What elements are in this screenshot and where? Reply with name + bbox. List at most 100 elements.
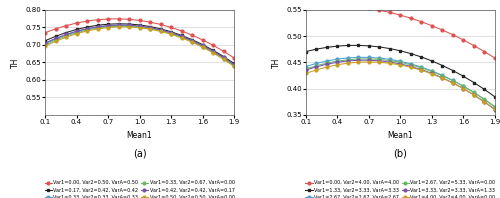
Var1=0.33, Var2=0.33, VarA=0.33	[210, 50, 216, 53]
Var1=3.33, Var2=3.33, VarA=1.33	[356, 59, 362, 61]
Var1=4.00, Var2=4.00, VarA=0.00	[303, 72, 309, 75]
Var1=0.50, Var2=0.50, VarA=0.00	[210, 52, 216, 54]
Var1=1.33, Var2=3.33, VarA=3.33	[418, 56, 424, 58]
Var1=4.00, Var2=4.00, VarA=0.00	[440, 77, 446, 79]
Var1=2.67, Var2=2.67, VarA=2.67	[492, 106, 498, 108]
Var1=0.00, Var2=0.50, VarA=0.50	[231, 57, 237, 59]
Var1=0.17, Var2=0.42, VarA=0.42	[231, 62, 237, 65]
Var1=1.33, Var2=3.33, VarA=3.33	[440, 64, 446, 67]
Line: Var1=0.00, Var2=0.50, VarA=0.50: Var1=0.00, Var2=0.50, VarA=0.50	[44, 17, 236, 59]
Var1=1.33, Var2=3.33, VarA=3.33	[450, 69, 456, 72]
X-axis label: Mean1: Mean1	[126, 130, 152, 140]
Var1=0.42, Var2=0.42, VarA=0.17	[210, 50, 216, 52]
Var1=2.67, Var2=5.33, VarA=0.00	[334, 60, 340, 62]
Var1=2.67, Var2=5.33, VarA=0.00	[366, 58, 372, 60]
Var1=0.50, Var2=0.50, VarA=0.00	[136, 27, 142, 29]
Var1=2.67, Var2=5.33, VarA=0.00	[314, 65, 320, 67]
Line: Var1=0.33, Var2=0.67, VarA=0.00: Var1=0.33, Var2=0.67, VarA=0.00	[44, 25, 236, 67]
Var1=1.33, Var2=3.33, VarA=3.33	[471, 81, 477, 84]
Var1=0.33, Var2=0.67, VarA=0.00	[42, 44, 48, 46]
Var1=0.00, Var2=4.00, VarA=4.00	[429, 25, 435, 27]
Var1=4.00, Var2=4.00, VarA=0.00	[366, 61, 372, 63]
Var1=4.00, Var2=4.00, VarA=0.00	[492, 108, 498, 110]
Var1=0.33, Var2=0.67, VarA=0.00	[74, 31, 80, 34]
Var1=1.33, Var2=3.33, VarA=3.33	[429, 60, 435, 62]
Var1=1.33, Var2=3.33, VarA=3.33	[314, 48, 320, 50]
Var1=0.17, Var2=0.42, VarA=0.42	[136, 24, 142, 26]
Var1=1.33, Var2=3.33, VarA=3.33	[460, 75, 466, 77]
Var1=0.00, Var2=0.50, VarA=0.50	[168, 26, 174, 29]
Var1=0.33, Var2=0.67, VarA=0.00	[136, 26, 142, 28]
Var1=0.00, Var2=4.00, VarA=4.00	[324, 4, 330, 6]
Var1=0.42, Var2=0.42, VarA=0.17	[84, 28, 90, 30]
Var1=0.33, Var2=0.33, VarA=0.33	[220, 57, 226, 59]
Var1=2.67, Var2=5.33, VarA=0.00	[408, 64, 414, 66]
Var1=0.00, Var2=4.00, VarA=4.00	[376, 9, 382, 11]
Var1=0.33, Var2=0.33, VarA=0.33	[116, 24, 121, 27]
Var1=0.00, Var2=0.50, VarA=0.50	[158, 23, 164, 26]
Line: Var1=2.67, Var2=2.67, VarA=2.67: Var1=2.67, Var2=2.67, VarA=2.67	[304, 56, 496, 109]
Var1=0.42, Var2=0.42, VarA=0.17	[126, 24, 132, 26]
Var1=0.17, Var2=0.42, VarA=0.42	[52, 35, 59, 38]
Var1=0.17, Var2=0.42, VarA=0.42	[178, 34, 184, 37]
Var1=0.50, Var2=0.50, VarA=0.00	[126, 26, 132, 28]
Var1=0.17, Var2=0.42, VarA=0.42	[200, 43, 205, 46]
Var1=0.33, Var2=0.67, VarA=0.00	[105, 26, 111, 28]
Var1=0.00, Var2=4.00, VarA=4.00	[303, 5, 309, 7]
Var1=0.33, Var2=0.67, VarA=0.00	[200, 45, 205, 48]
Var1=0.33, Var2=0.67, VarA=0.00	[52, 39, 59, 41]
Var1=4.00, Var2=4.00, VarA=0.00	[471, 94, 477, 96]
Var1=3.33, Var2=3.33, VarA=1.33	[314, 66, 320, 68]
Var1=0.00, Var2=4.00, VarA=4.00	[492, 57, 498, 59]
Var1=0.17, Var2=0.42, VarA=0.42	[94, 24, 100, 27]
Var1=4.00, Var2=4.00, VarA=0.00	[429, 73, 435, 75]
Var1=0.00, Var2=4.00, VarA=4.00	[334, 4, 340, 7]
Line: Var1=0.33, Var2=0.33, VarA=0.33: Var1=0.33, Var2=0.33, VarA=0.33	[44, 24, 236, 67]
Var1=2.67, Var2=2.67, VarA=2.67	[398, 60, 404, 63]
Var1=0.00, Var2=0.50, VarA=0.50	[74, 22, 80, 24]
Var1=0.33, Var2=0.67, VarA=0.00	[147, 27, 153, 30]
Var1=1.33, Var2=3.33, VarA=3.33	[408, 52, 414, 55]
Var1=1.33, Var2=3.33, VarA=3.33	[482, 88, 488, 91]
Var1=2.67, Var2=5.33, VarA=0.00	[460, 85, 466, 88]
Var1=3.33, Var2=3.33, VarA=1.33	[482, 101, 488, 103]
Var1=4.00, Var2=4.00, VarA=0.00	[408, 66, 414, 69]
Var1=0.00, Var2=4.00, VarA=4.00	[398, 14, 404, 16]
Var1=0.33, Var2=0.67, VarA=0.00	[231, 65, 237, 67]
Var1=2.67, Var2=2.67, VarA=2.67	[482, 98, 488, 101]
Var1=3.33, Var2=3.33, VarA=1.33	[460, 88, 466, 90]
Var1=0.33, Var2=0.33, VarA=0.33	[126, 24, 132, 27]
Var1=3.33, Var2=3.33, VarA=1.33	[345, 60, 351, 62]
Var1=1.33, Var2=3.33, VarA=3.33	[398, 50, 404, 52]
Line: Var1=0.17, Var2=0.42, VarA=0.42: Var1=0.17, Var2=0.42, VarA=0.42	[44, 22, 236, 65]
Var1=0.33, Var2=0.33, VarA=0.33	[189, 40, 195, 42]
Var1=4.00, Var2=4.00, VarA=0.00	[314, 69, 320, 71]
Y-axis label: TH: TH	[272, 57, 280, 68]
Var1=0.00, Var2=4.00, VarA=4.00	[450, 34, 456, 36]
Var1=0.42, Var2=0.42, VarA=0.17	[116, 24, 121, 26]
Var1=0.00, Var2=0.50, VarA=0.50	[116, 18, 121, 20]
Var1=0.50, Var2=0.50, VarA=0.00	[42, 45, 48, 48]
Var1=3.33, Var2=3.33, VarA=1.33	[492, 109, 498, 111]
Var1=3.33, Var2=3.33, VarA=1.33	[366, 59, 372, 61]
Var1=0.00, Var2=0.50, VarA=0.50	[220, 50, 226, 52]
Var1=0.50, Var2=0.50, VarA=0.00	[189, 41, 195, 43]
Line: Var1=3.33, Var2=3.33, VarA=1.33: Var1=3.33, Var2=3.33, VarA=1.33	[304, 59, 496, 111]
Var1=0.00, Var2=0.50, VarA=0.50	[200, 39, 205, 41]
Var1=0.33, Var2=0.33, VarA=0.33	[63, 34, 69, 36]
Title: (a): (a)	[132, 149, 146, 159]
Var1=4.00, Var2=4.00, VarA=0.00	[482, 101, 488, 103]
Var1=2.67, Var2=5.33, VarA=0.00	[418, 67, 424, 69]
Var1=2.67, Var2=5.33, VarA=0.00	[450, 80, 456, 82]
Var1=0.50, Var2=0.50, VarA=0.00	[147, 28, 153, 30]
Var1=0.00, Var2=0.50, VarA=0.50	[178, 30, 184, 32]
Var1=2.67, Var2=5.33, VarA=0.00	[482, 98, 488, 101]
Var1=0.17, Var2=0.42, VarA=0.42	[42, 40, 48, 42]
Var1=0.00, Var2=0.50, VarA=0.50	[136, 19, 142, 22]
Var1=0.42, Var2=0.42, VarA=0.17	[220, 56, 226, 59]
Line: Var1=4.00, Var2=4.00, VarA=0.00: Var1=4.00, Var2=4.00, VarA=0.00	[304, 61, 496, 111]
Var1=0.42, Var2=0.42, VarA=0.17	[52, 37, 59, 40]
Var1=0.50, Var2=0.50, VarA=0.00	[63, 36, 69, 38]
Var1=0.00, Var2=0.50, VarA=0.50	[63, 25, 69, 27]
Var1=0.17, Var2=0.42, VarA=0.42	[168, 30, 174, 33]
